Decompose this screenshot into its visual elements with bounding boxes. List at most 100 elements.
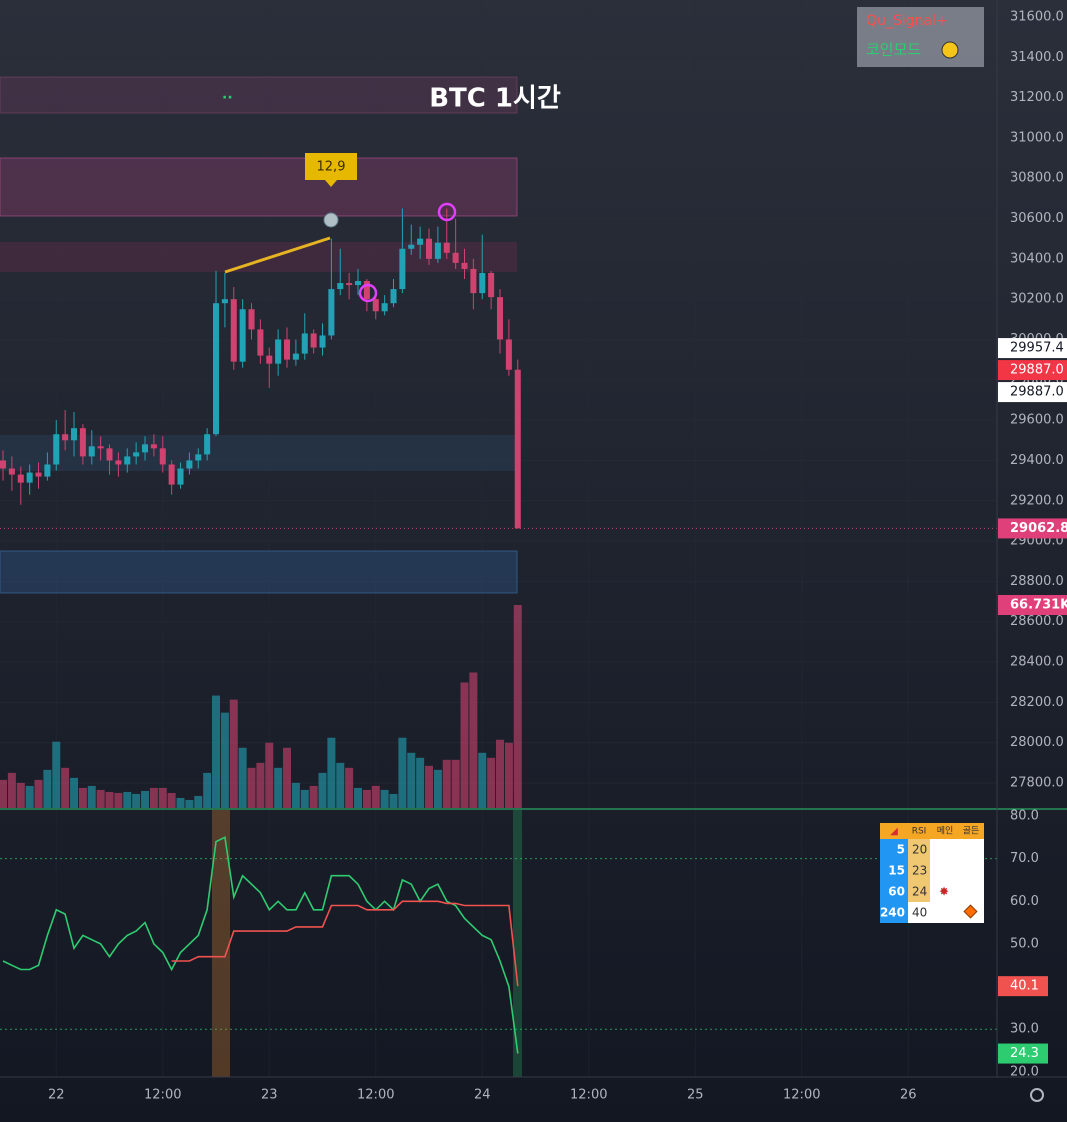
- volume-bar: [203, 772, 212, 808]
- x-tick-label: 25: [687, 1088, 704, 1103]
- legend-entry: Qu_Signal+: [866, 13, 948, 29]
- candle-body: [97, 446, 104, 449]
- volume-bar: [96, 789, 105, 808]
- candle-body: [221, 299, 228, 304]
- rsi-label-bg: [998, 1043, 1048, 1064]
- table-cell: [880, 902, 908, 923]
- table-cell: [908, 881, 930, 902]
- candle-body: [106, 448, 113, 461]
- last-price-label: 29062.8: [1010, 521, 1067, 536]
- candle-body: [8, 468, 15, 475]
- candle-body: [346, 283, 353, 286]
- candle-body: [488, 272, 495, 298]
- candle-body: [310, 333, 317, 348]
- candle-body: [70, 428, 78, 441]
- rsi-last-label: 24.3: [1010, 1046, 1039, 1061]
- volume-bar: [354, 787, 363, 808]
- price-line-label: 29957.4: [1010, 341, 1064, 356]
- candle-body: [177, 468, 184, 485]
- volume-bar: [300, 789, 309, 808]
- volume-bar: [0, 779, 8, 808]
- table-cell: [930, 881, 984, 902]
- highlight-band: [212, 810, 230, 1077]
- table-cell: [880, 860, 908, 881]
- table-cell: [880, 881, 908, 902]
- zone: [0, 435, 517, 471]
- candle-body: [133, 452, 140, 457]
- settings-icon[interactable]: [1030, 1088, 1044, 1102]
- table-cell: [908, 839, 930, 860]
- candle-body: [479, 272, 486, 294]
- candle-body: [79, 428, 86, 457]
- volume-bar: [132, 793, 141, 808]
- volume-bar: [451, 759, 460, 808]
- table-cell-text: 20: [912, 843, 927, 857]
- table-header-cell: RSI: [912, 827, 927, 837]
- candle-body: [257, 329, 264, 356]
- candle-body: [124, 456, 131, 465]
- volume-bar: [433, 769, 442, 808]
- y-tick-label: 30200.0: [1010, 292, 1064, 307]
- coin-icon: [941, 41, 959, 59]
- zone: [0, 550, 518, 594]
- candle-body: [354, 281, 362, 286]
- candle-body: [212, 303, 220, 435]
- marker-circle: [437, 202, 457, 222]
- y-tick-label: 28800.0: [1010, 574, 1064, 589]
- candle-body: [62, 434, 69, 441]
- table-header-cell: 골든: [963, 826, 980, 837]
- table-cell-text: 40: [912, 906, 927, 920]
- volume-bar: [176, 797, 185, 808]
- labels: 31600.0 31400.0 31200.0 31000.0 30800.0 30600…: [48, 9, 1067, 1103]
- rsi-tick-label: 60.0: [1010, 894, 1039, 909]
- volume-label-bg: [998, 595, 1067, 615]
- table-cell-text: 24: [912, 885, 927, 899]
- annotation-box: [305, 153, 357, 187]
- volume-bar: [283, 747, 292, 808]
- volume-bar: [25, 785, 34, 808]
- rsi-line: [2, 836, 519, 1054]
- y-tick-label: 30800.0: [1010, 171, 1064, 186]
- candle-body: [301, 333, 308, 354]
- table-cell-text: 60: [888, 885, 905, 899]
- candle-body: [461, 262, 468, 269]
- y-tick-label: 29400.0: [1010, 453, 1064, 468]
- y-tick-label: 28000.0: [1010, 735, 1064, 750]
- volume-bar: [105, 791, 114, 808]
- candle-body: [470, 268, 477, 294]
- volume-bar: [114, 792, 123, 808]
- x-tick-label: 24: [474, 1088, 491, 1103]
- volume-bar: [52, 741, 61, 808]
- volume-bar: [87, 785, 96, 808]
- candle-body: [239, 309, 246, 362]
- y-tick-label: 27800.0: [1010, 776, 1064, 791]
- highlight-band: [513, 810, 522, 1077]
- rsi-tick-label: 30.0: [1010, 1022, 1039, 1037]
- volume-bar: [185, 799, 194, 808]
- rsi-tick-label: 80.0: [1010, 808, 1039, 823]
- price-line-label-bg: [998, 382, 1067, 403]
- y-tick-label: 31400.0: [1010, 50, 1064, 65]
- price-label-bg: [998, 518, 1067, 539]
- volume-bar: [34, 779, 43, 808]
- candle-body: [319, 335, 326, 348]
- candle-body: [452, 252, 459, 263]
- candle-body: [248, 309, 255, 330]
- volume-bar: [496, 739, 505, 808]
- volume-bar: [229, 699, 238, 808]
- volume-bar: [487, 757, 496, 808]
- candle-body: [417, 238, 424, 245]
- candle-body: [159, 448, 166, 465]
- table-icon: [963, 904, 978, 919]
- y-tick-label: 30400.0: [1010, 251, 1064, 266]
- table-icon: ✸: [939, 885, 949, 899]
- y-tick-label: 29600.0: [1010, 413, 1064, 428]
- x-tick-label: 12:00: [783, 1088, 820, 1103]
- table-cell: [908, 860, 930, 881]
- rsi-line: [171, 900, 519, 987]
- volume-label: 66.731K: [1010, 598, 1067, 613]
- candle-body: [204, 434, 211, 455]
- dots: ··: [222, 90, 233, 106]
- volume-bar: [416, 757, 425, 808]
